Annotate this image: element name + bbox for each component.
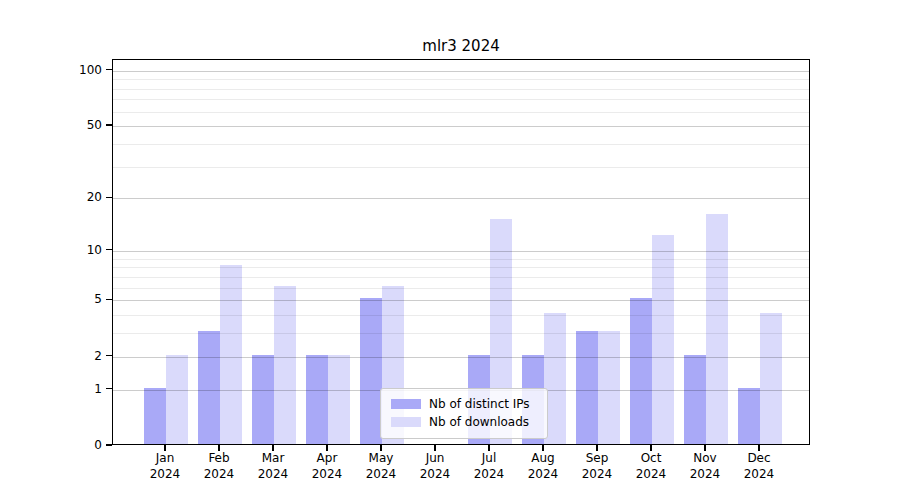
x-tick-year: 2024	[729, 467, 789, 483]
x-tick-label: Dec2024	[729, 451, 789, 482]
x-tick-label: Jun2024	[405, 451, 465, 482]
figure: mlr3 2024 Nb of distinct IPs Nb of downl…	[0, 0, 900, 500]
x-tick-label: Mar2024	[243, 451, 303, 482]
x-tick-year: 2024	[297, 467, 357, 483]
x-tick-label: Aug2024	[513, 451, 573, 482]
x-tick-label: Jan2024	[135, 451, 195, 482]
x-tick-label: Jul2024	[459, 451, 519, 482]
y-axis-tick	[106, 388, 112, 389]
x-tick-month: Aug	[513, 451, 573, 467]
axes: 0125102050100Jan2024Feb2024Mar2024Apr202…	[0, 0, 900, 500]
x-tick-year: 2024	[621, 467, 681, 483]
y-tick-label: 100	[40, 62, 102, 78]
y-axis-tick	[106, 124, 112, 125]
x-tick-month: Dec	[729, 451, 789, 467]
x-tick-month: Jul	[459, 451, 519, 467]
x-tick-month: Oct	[621, 451, 681, 467]
x-tick-year: 2024	[405, 467, 465, 483]
x-tick-year: 2024	[351, 467, 411, 483]
y-tick-label: 1	[40, 381, 102, 397]
x-tick-month: Jan	[135, 451, 195, 467]
x-tick-month: Apr	[297, 451, 357, 467]
y-tick-label: 5	[40, 291, 102, 307]
y-axis-tick	[106, 197, 112, 198]
x-tick-year: 2024	[135, 467, 195, 483]
x-tick-year: 2024	[513, 467, 573, 483]
y-tick-label: 50	[40, 117, 102, 133]
y-tick-label: 0	[40, 437, 102, 453]
y-axis-tick	[106, 249, 112, 250]
y-axis-tick	[106, 355, 112, 356]
y-axis-tick	[106, 444, 112, 445]
x-tick-month: Jun	[405, 451, 465, 467]
y-axis-tick	[106, 299, 112, 300]
x-tick-label: Nov2024	[675, 451, 735, 482]
x-tick-label: Apr2024	[297, 451, 357, 482]
x-tick-year: 2024	[675, 467, 735, 483]
x-tick-month: May	[351, 451, 411, 467]
y-tick-label: 2	[40, 348, 102, 364]
y-axis-tick	[106, 69, 112, 70]
x-tick-year: 2024	[459, 467, 519, 483]
x-tick-label: Sep2024	[567, 451, 627, 482]
x-tick-label: Feb2024	[189, 451, 249, 482]
x-tick-month: Nov	[675, 451, 735, 467]
x-tick-year: 2024	[243, 467, 303, 483]
x-tick-label: May2024	[351, 451, 411, 482]
x-tick-month: Sep	[567, 451, 627, 467]
x-tick-label: Oct2024	[621, 451, 681, 482]
x-tick-month: Mar	[243, 451, 303, 467]
x-tick-month: Feb	[189, 451, 249, 467]
y-tick-label: 20	[40, 189, 102, 205]
x-tick-year: 2024	[567, 467, 627, 483]
x-tick-year: 2024	[189, 467, 249, 483]
y-tick-label: 10	[40, 242, 102, 258]
